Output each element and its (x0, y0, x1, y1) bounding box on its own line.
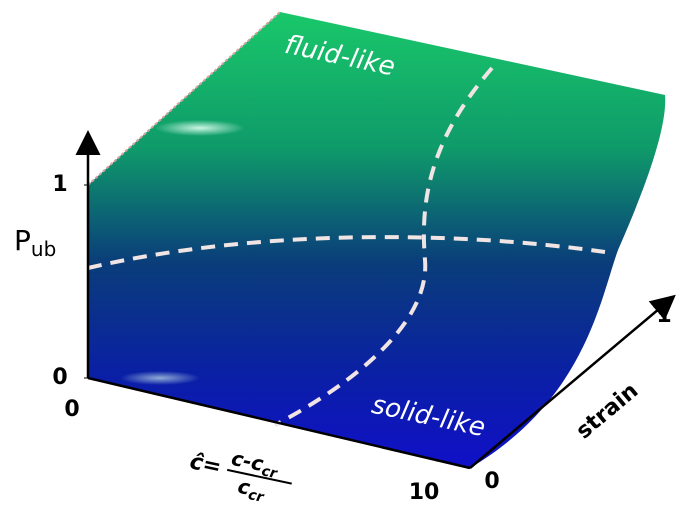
edge-line (87, 11, 281, 186)
highlight (120, 371, 200, 385)
x-axis-label: ĉ= c-ccr ccr (188, 445, 292, 506)
z-label-sub: ub (31, 237, 56, 261)
x-label-den-base: c (236, 473, 253, 499)
fraction-bar (226, 468, 292, 485)
x-axis (87, 376, 471, 470)
y-axis (469, 294, 676, 469)
z-tick-label: 1 (52, 172, 67, 197)
z-label-base: P (14, 224, 31, 257)
y-tick-label: 0 (484, 469, 499, 494)
highlight (155, 120, 245, 136)
x-tick-label: 0 (64, 397, 79, 422)
x-label-lhs: ĉ= (188, 449, 224, 480)
dashed-curve (274, 66, 494, 427)
x-label-den-sub: cr (247, 487, 266, 506)
x-label-denominator: ccr (235, 473, 268, 506)
x-label-numerator: c-ccr (229, 445, 282, 482)
dashed-curve (87, 235, 606, 270)
y-axis-label: strain (572, 378, 644, 444)
y-tick-label: 1 (656, 303, 671, 328)
x-tick-label: 10 (409, 480, 440, 505)
z-axis-label: Pub (14, 224, 56, 261)
z-tick-label: 0 (52, 365, 67, 390)
